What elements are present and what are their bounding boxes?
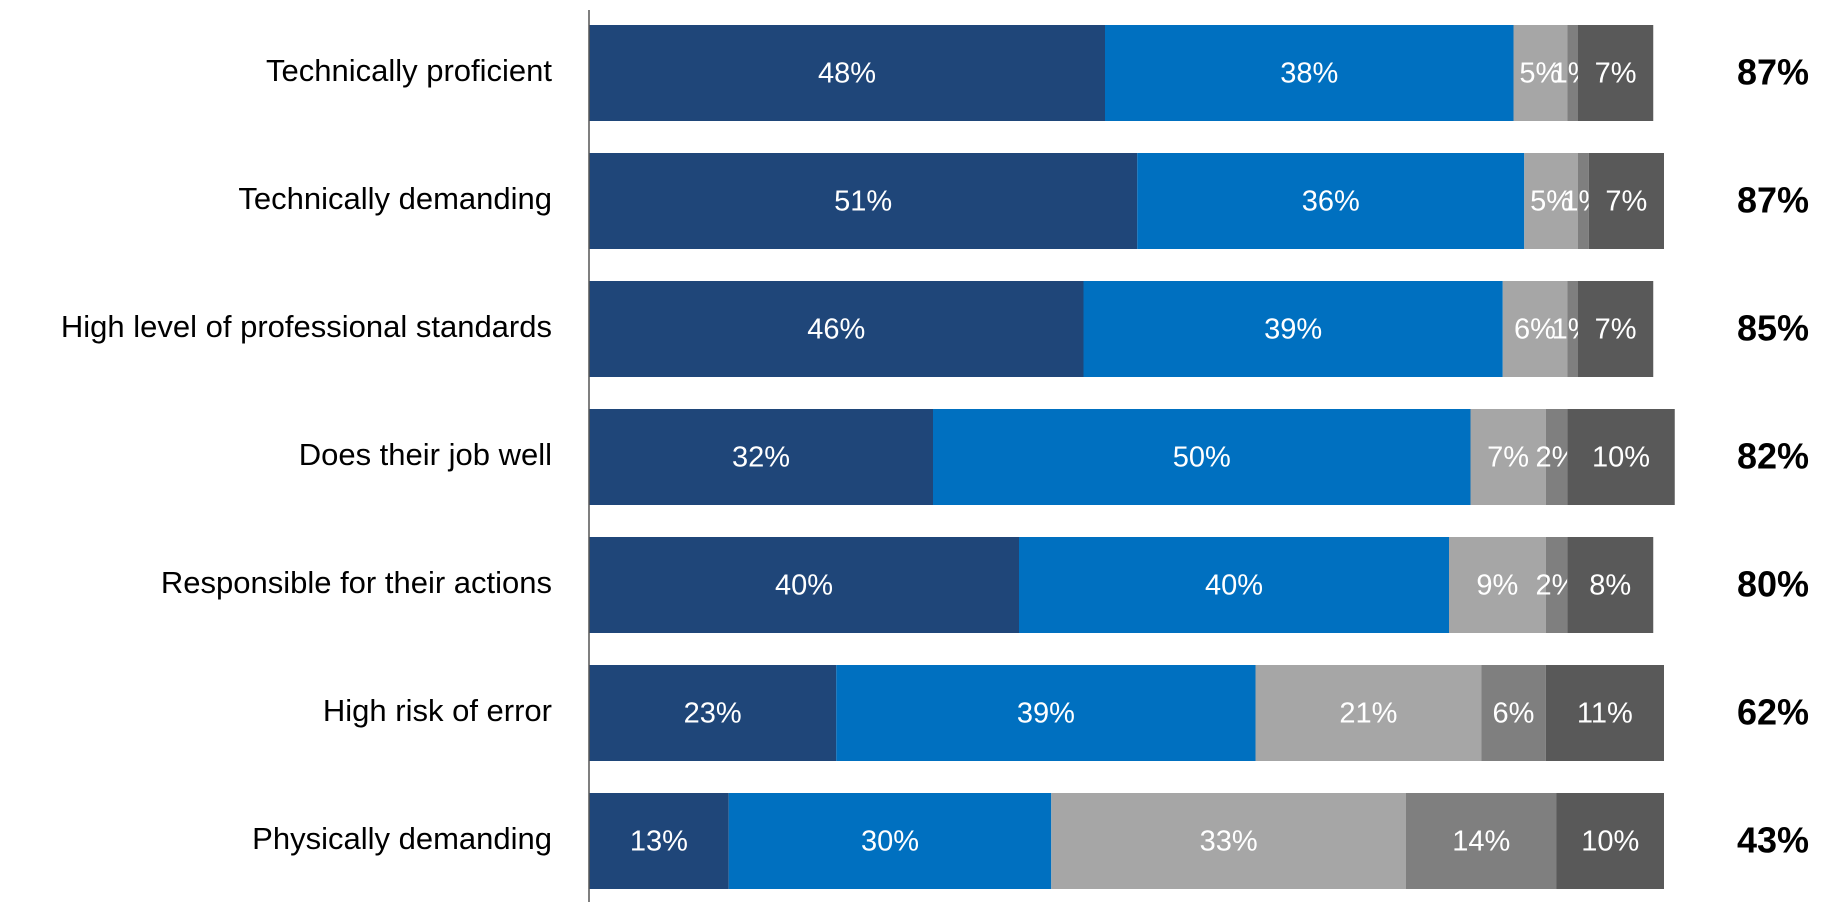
- data-label: 5%: [1519, 58, 1561, 90]
- category-label: Physically demanding: [252, 821, 552, 856]
- data-label: 33%: [1200, 826, 1258, 858]
- data-label: 21%: [1339, 698, 1397, 730]
- data-label: 23%: [684, 698, 742, 730]
- bar-segment: [1406, 793, 1557, 889]
- bar-segment: [1567, 25, 1578, 121]
- bar-segment: [589, 281, 1084, 377]
- data-label: 8%: [1589, 570, 1631, 602]
- bar-segment: [589, 25, 1105, 121]
- total-label: 82%: [1737, 436, 1809, 477]
- data-label: 10%: [1581, 826, 1639, 858]
- data-label: 40%: [1205, 570, 1263, 602]
- bar-segment: [589, 665, 837, 761]
- total-label: 87%: [1737, 52, 1809, 93]
- bar-segment: [1567, 409, 1675, 505]
- data-label: 48%: [818, 58, 876, 90]
- bar-segment: [1449, 537, 1546, 633]
- bar-segment: [1545, 665, 1664, 761]
- bar-segment: [1137, 153, 1525, 249]
- bar-segment: [1105, 25, 1514, 121]
- data-label: 6%: [1514, 314, 1556, 346]
- bar-segment: [1567, 281, 1578, 377]
- total-label: 80%: [1737, 564, 1809, 605]
- bar-segment: [1051, 793, 1406, 889]
- bar-segment: [1556, 793, 1664, 889]
- bar-segment: [1578, 25, 1654, 121]
- bar-segment: [1524, 153, 1578, 249]
- data-label: 32%: [732, 442, 790, 474]
- data-label: 13%: [630, 826, 688, 858]
- data-label: 9%: [1476, 570, 1518, 602]
- data-label: 7%: [1595, 314, 1637, 346]
- bar-segment: [589, 537, 1019, 633]
- category-label: Does their job well: [299, 437, 552, 472]
- data-label: 5%: [1530, 186, 1572, 218]
- data-label: 30%: [861, 826, 919, 858]
- bar-segment: [1083, 281, 1503, 377]
- bar-segment: [589, 793, 729, 889]
- data-label: 38%: [1280, 58, 1338, 90]
- bar-segment: [836, 665, 1256, 761]
- data-label: 7%: [1595, 58, 1637, 90]
- data-label: 7%: [1487, 442, 1529, 474]
- category-label: Technically demanding: [238, 181, 552, 216]
- category-label: High level of professional standards: [61, 309, 552, 344]
- total-label: 87%: [1737, 180, 1809, 221]
- data-label: 40%: [775, 570, 833, 602]
- total-label: 85%: [1737, 308, 1809, 349]
- bar-segment: [1470, 409, 1546, 505]
- category-label: High risk of error: [323, 693, 552, 728]
- category-label: Responsible for their actions: [161, 565, 552, 600]
- bar-segment: [1019, 537, 1449, 633]
- bar-segment: [589, 153, 1138, 249]
- data-label: 46%: [807, 314, 865, 346]
- data-label: 50%: [1173, 442, 1231, 474]
- data-label: 6%: [1493, 698, 1535, 730]
- bar-segment: [1567, 537, 1654, 633]
- bar-segment: [1513, 25, 1568, 121]
- data-label: 39%: [1264, 314, 1322, 346]
- data-label: 36%: [1302, 186, 1360, 218]
- bar-segment: [1545, 409, 1568, 505]
- data-label: 14%: [1452, 826, 1510, 858]
- data-label: 51%: [834, 186, 892, 218]
- data-label: 11%: [1577, 698, 1633, 730]
- data-label: 10%: [1592, 442, 1650, 474]
- data-label: 39%: [1017, 698, 1075, 730]
- bar-segment: [1481, 665, 1546, 761]
- bar-segment: [589, 409, 933, 505]
- total-label: 62%: [1737, 692, 1809, 733]
- total-label: 43%: [1737, 820, 1809, 861]
- bar-segment: [1502, 281, 1568, 377]
- bar-segment: [1578, 153, 1589, 249]
- bar-segment: [1588, 153, 1664, 249]
- bar-segment: [1578, 281, 1654, 377]
- bar-segment: [1545, 537, 1568, 633]
- data-label: 7%: [1605, 186, 1647, 218]
- bar-segment: [933, 409, 1471, 505]
- bar-segment: [728, 793, 1052, 889]
- category-label: Technically proficient: [266, 53, 552, 88]
- bar-segment: [1255, 665, 1482, 761]
